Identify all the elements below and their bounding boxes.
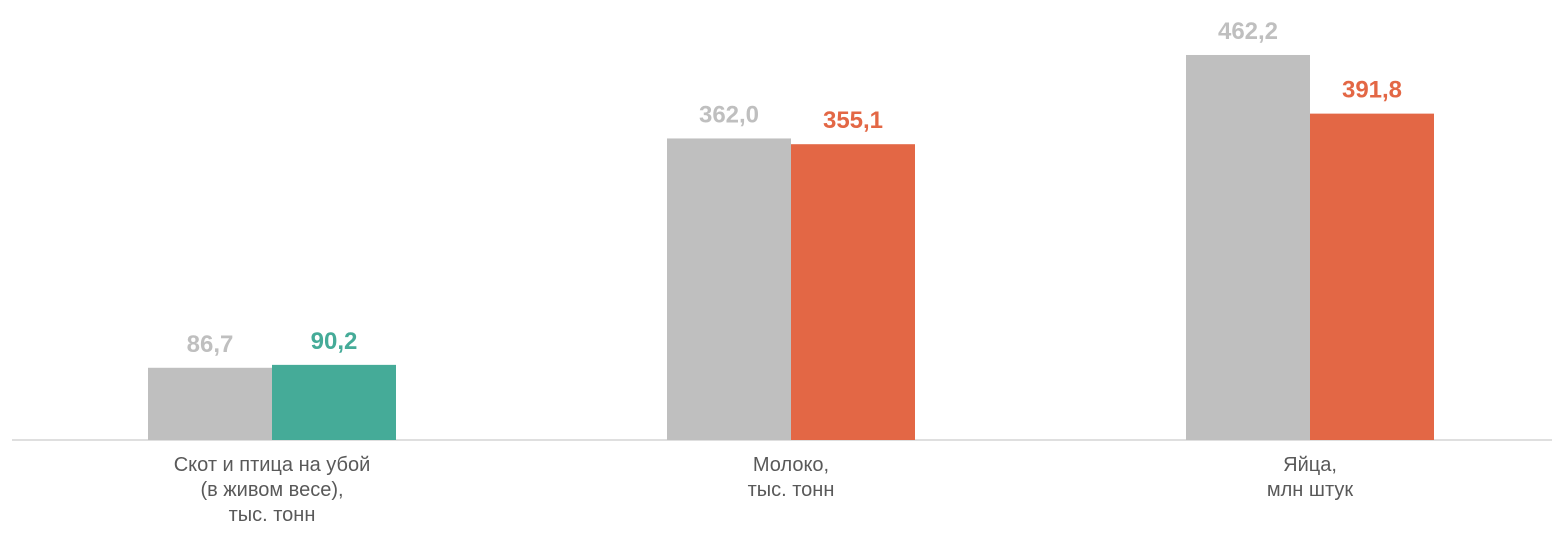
bar [667,138,791,441]
bar [1310,113,1434,440]
x-tick-label: Скот и птица на убой (в живом весе), тыс… [173,454,371,526]
bar [1186,54,1310,441]
value-label: 462,2 [1218,18,1278,45]
bar [272,364,396,440]
value-label: 355,1 [823,107,883,134]
value-label: 86,7 [187,331,234,358]
value-label: 391,8 [1342,77,1402,104]
x-tick-label: Молоко, тыс. тонн [747,454,835,501]
value-label: 90,2 [311,328,358,355]
bar [791,144,915,440]
bar [148,367,272,440]
value-label: 362,0 [699,101,759,128]
x-tick-label: Яйца, млн штук [1266,454,1354,501]
